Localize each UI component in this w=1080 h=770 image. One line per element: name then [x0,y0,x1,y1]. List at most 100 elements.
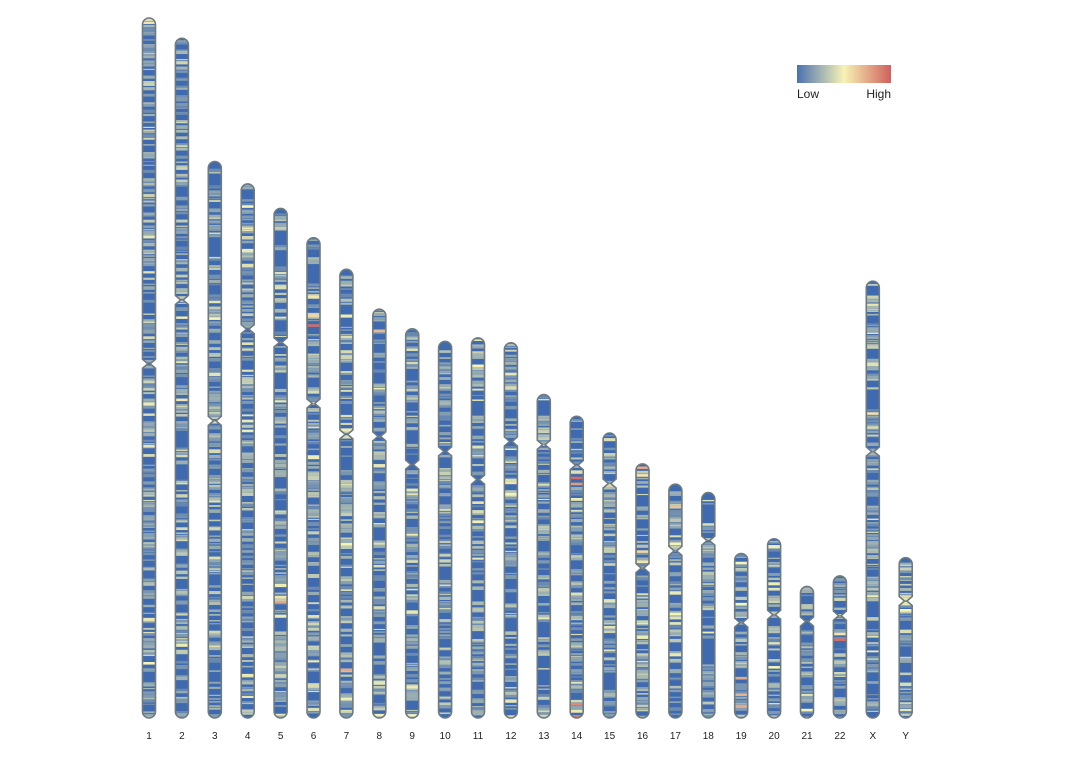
density-band [175,52,189,55]
chromosome-19-base [734,553,748,718]
density-band [504,496,518,500]
density-band [372,417,386,419]
density-band [734,683,748,687]
density-band [636,609,649,611]
density-band [570,683,584,687]
density-band [767,557,781,559]
density-band [504,423,518,426]
density-band [241,545,255,549]
chromosome-label: 1 [146,731,152,742]
density-band [537,649,551,652]
density-band [800,594,814,597]
density-band [339,617,353,621]
density-band [537,436,551,440]
density-band [372,631,386,633]
density-band [866,461,880,463]
density-band [372,410,386,414]
density-band [866,419,880,423]
chromosome-10-bands [438,341,452,718]
density-band [570,487,584,491]
density-band [339,700,353,704]
density-band [668,602,682,606]
density-band [899,569,913,574]
density-band [701,545,715,548]
density-band [866,479,880,484]
density-band [537,494,551,498]
density-band [899,672,913,676]
density-band [800,695,814,699]
density-band [438,425,452,427]
density-band [734,661,748,663]
density-band [603,466,617,468]
density-band [734,587,748,591]
density-band [438,712,452,715]
density-band [636,585,649,587]
density-band [668,629,682,633]
chromosome-Y-bands [899,557,913,718]
density-band [372,553,386,555]
density-band [274,425,288,428]
density-band [570,624,584,626]
density-band [767,670,781,672]
density-band [504,555,518,557]
density-band [438,480,452,483]
density-band [866,305,880,309]
density-band [372,468,386,472]
density-band [471,616,485,619]
density-band [208,538,222,542]
density-band [175,225,189,228]
density-band [438,603,452,607]
density-band [405,346,419,349]
density-band [208,314,222,316]
density-band [208,568,222,571]
density-band [142,47,156,52]
density-band [405,421,419,424]
density-band [866,303,880,306]
density-band [142,711,156,714]
density-band [570,451,584,454]
chromosome-8-outline [372,308,387,719]
chromosome-label: 19 [736,731,748,742]
density-band [471,666,485,668]
density-band [175,404,189,408]
density-band [866,593,880,596]
density-band [339,428,353,432]
density-band [899,564,913,566]
density-band [833,607,847,609]
density-band [208,499,222,503]
density-band [866,663,880,668]
density-band [307,636,320,640]
density-band [767,566,781,568]
density-band [603,704,617,707]
density-band [274,551,288,553]
density-band [208,570,222,572]
density-band [668,669,682,674]
density-band [866,328,880,332]
density-band [142,631,156,634]
density-band [274,300,288,303]
density-band [866,298,880,301]
density-band [603,542,617,546]
density-band [603,657,617,661]
density-band [471,624,485,628]
density-band [175,49,189,51]
chromosome-11: 11 [470,337,486,742]
density-band [866,327,880,329]
density-band [175,414,189,417]
density-band [866,358,880,362]
density-band [504,346,518,349]
density-band [405,559,419,561]
density-band [668,604,682,608]
density-band [307,471,320,474]
density-band [241,568,255,570]
density-band [241,508,255,511]
density-band [471,489,485,493]
density-band [701,586,715,588]
chromosome-20-bands [767,538,781,718]
density-band [767,686,781,689]
density-band [142,230,156,234]
density-band [142,617,156,620]
density-band [767,626,781,629]
density-band [142,29,156,34]
density-band [175,651,189,655]
